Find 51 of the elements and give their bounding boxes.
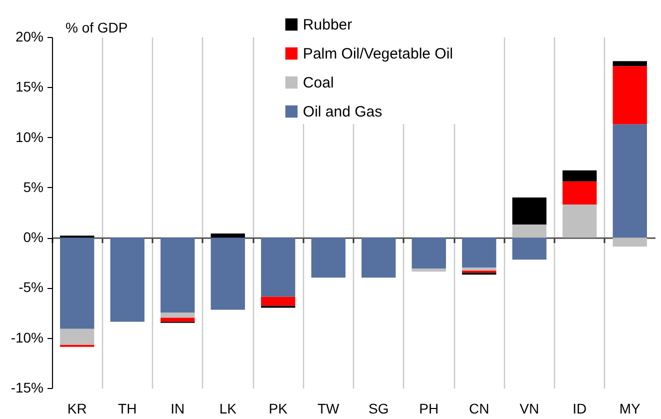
bar	[412, 268, 446, 272]
y-tick-label: -5%	[18, 279, 44, 296]
x-tick-label: ID	[572, 400, 587, 416]
bar	[512, 238, 546, 260]
x-tick-label: IN	[170, 400, 185, 416]
legend-label: Oil and Gas	[302, 104, 382, 120]
x-tick-label: LK	[219, 400, 238, 416]
y-tick-label: 10%	[15, 128, 44, 145]
bar	[110, 238, 144, 322]
y-tick-label: 0%	[23, 229, 44, 246]
y-tick-label: 20%	[15, 28, 44, 44]
bar	[462, 238, 496, 268]
x-tick-label: VN	[520, 400, 540, 416]
y-tick-label: -10%	[10, 329, 44, 346]
bar	[311, 238, 346, 278]
legend-label: Rubber	[302, 16, 352, 34]
bar	[612, 238, 647, 247]
bar	[562, 170, 597, 182]
bar	[612, 66, 647, 124]
x-tick-label: KR	[67, 400, 87, 416]
y-tick-label: 5%	[23, 178, 44, 195]
bar	[60, 238, 94, 329]
bar	[612, 61, 647, 66]
x-tick-label: CN	[469, 400, 490, 416]
bar	[612, 124, 647, 238]
x-tick-label: SG	[368, 400, 389, 416]
legend-label: Coal	[302, 74, 334, 92]
x-tick-label: PK	[268, 400, 288, 416]
x-tick-label: TH	[118, 400, 137, 416]
bar	[210, 238, 245, 310]
y-tick-label: -15%	[10, 380, 44, 396]
y-axis-title: % of GDP	[66, 20, 128, 36]
bar	[160, 312, 195, 318]
bar	[261, 296, 296, 306]
bar	[210, 234, 245, 238]
bar	[412, 238, 446, 269]
x-tick-label: TW	[317, 400, 340, 416]
bar	[462, 268, 496, 271]
bar	[562, 204, 597, 238]
bar	[362, 238, 396, 278]
bar	[60, 328, 94, 345]
bar	[512, 224, 546, 238]
bar	[160, 238, 195, 313]
legend-label: Palm Oil/Vegetable Oil	[302, 46, 454, 62]
bar	[160, 318, 195, 322]
bar	[261, 238, 296, 297]
x-tick-label: PH	[419, 400, 439, 416]
y-tick-label: 15%	[15, 78, 44, 95]
bar	[562, 181, 597, 204]
x-tick-label: MY	[619, 400, 642, 416]
bar	[512, 197, 546, 225]
